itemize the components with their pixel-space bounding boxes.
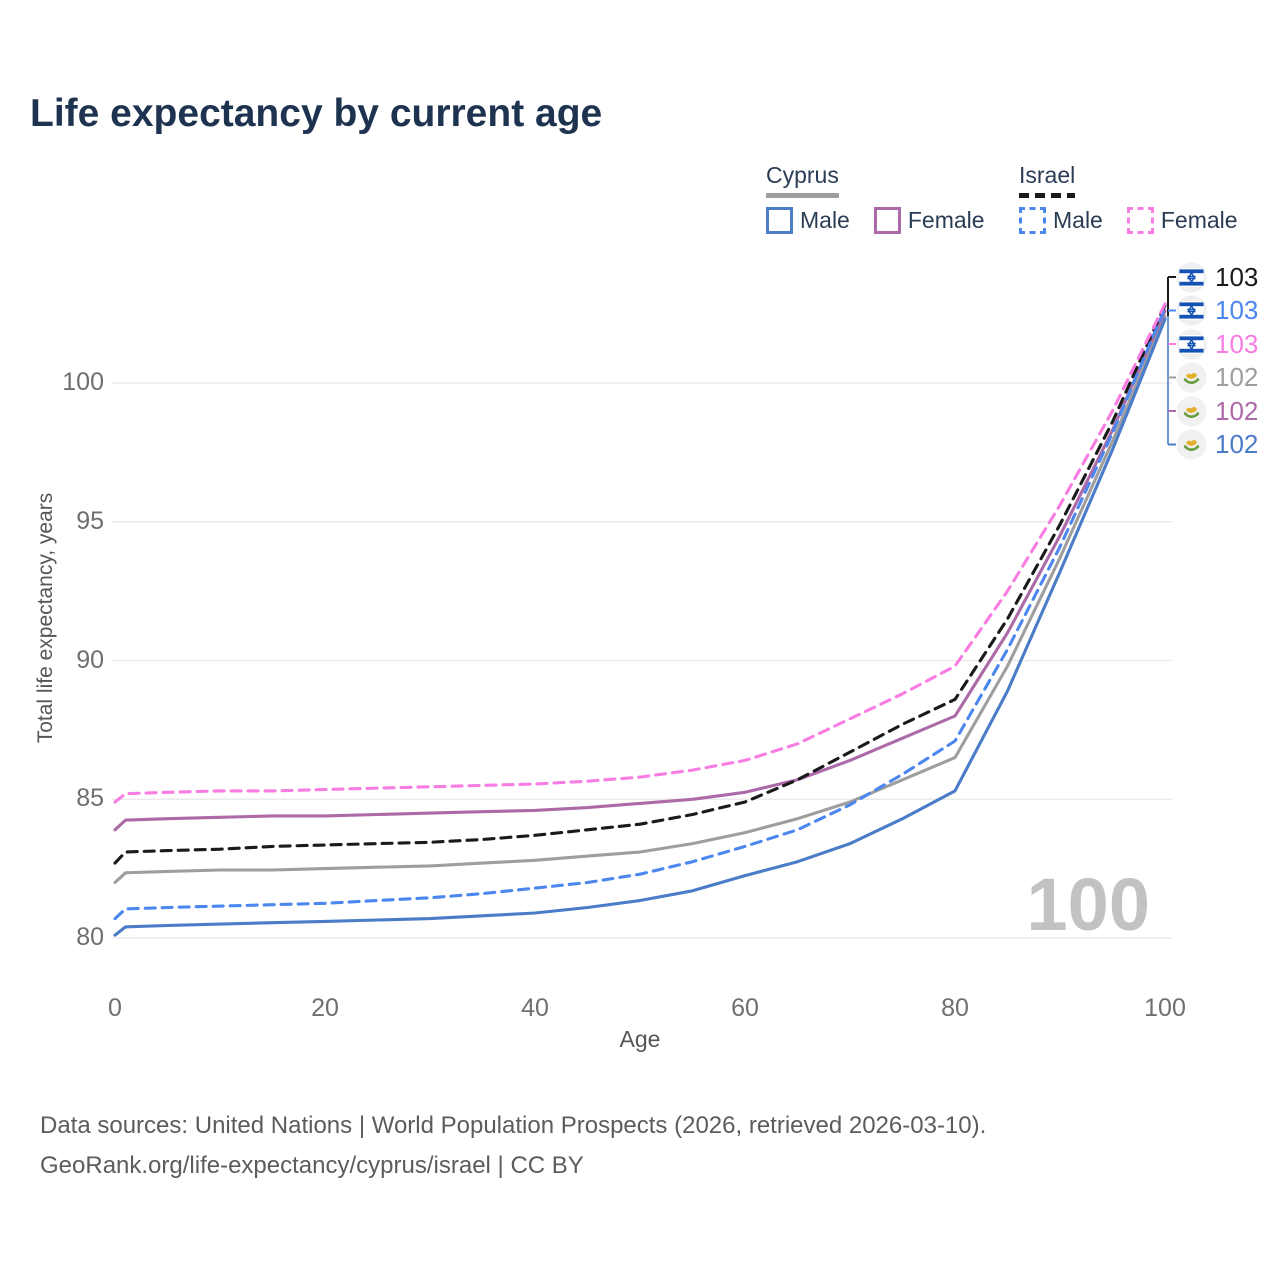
legend-group-israel: Israel Male Female bbox=[1019, 162, 1238, 234]
series-line-cyprus-male bbox=[113, 317, 1167, 937]
series-line-cyprus bbox=[113, 314, 1167, 885]
series-line-israel bbox=[113, 303, 1167, 865]
end-label-row: 103 bbox=[1176, 261, 1258, 293]
legend-item-israel-female: Female bbox=[1126, 207, 1238, 234]
end-label-row: 102 bbox=[1176, 429, 1258, 461]
series-line-israel-female bbox=[113, 302, 1167, 804]
end-label-value: 102 bbox=[1215, 395, 1259, 426]
legend-item-israel-male: Male bbox=[1019, 207, 1103, 234]
legend-underline-israel bbox=[1019, 193, 1076, 198]
israel-flag-icon bbox=[1176, 328, 1207, 360]
end-label-row: 102 bbox=[1176, 395, 1258, 427]
end-label-value: 102 bbox=[1215, 429, 1259, 459]
series-line-cyprus-female bbox=[113, 309, 1167, 832]
end-label-row: 103 bbox=[1176, 295, 1258, 327]
legend-item-label: Female bbox=[907, 207, 985, 233]
end-label-value: 103 bbox=[1215, 261, 1259, 292]
legend-header-label: Cyprus bbox=[766, 162, 839, 188]
legend-header-label: Israel bbox=[1019, 162, 1076, 188]
series-line-israel-male bbox=[113, 306, 1167, 921]
legend-header-israel: Israel bbox=[1019, 162, 1076, 198]
israel-flag-icon bbox=[1176, 261, 1207, 293]
end-label-row: 103 bbox=[1176, 328, 1258, 360]
legend-item-label: Male bbox=[800, 207, 850, 233]
legend-item-cyprus-female: Female bbox=[873, 207, 985, 234]
legend-item-cyprus-male: Male bbox=[766, 207, 850, 234]
legend-header-cyprus: Cyprus bbox=[766, 162, 839, 198]
israel-flag-icon bbox=[1176, 295, 1207, 326]
legend-item-label: Male bbox=[1053, 207, 1103, 233]
israel-female-swatch-icon bbox=[1126, 207, 1154, 234]
end-label-value: 103 bbox=[1215, 295, 1259, 325]
cyprus-female-swatch-icon bbox=[873, 207, 901, 234]
end-label-value: 103 bbox=[1215, 328, 1259, 359]
israel-male-swatch-icon bbox=[1019, 207, 1046, 234]
cyprus-male-swatch-icon bbox=[766, 207, 793, 234]
legend-group-cyprus: Cyprus Male Female bbox=[766, 162, 985, 234]
end-label-row: 102 bbox=[1176, 362, 1258, 394]
attribution-text: GeoRank.org/life-expectancy/cyprus/israe… bbox=[40, 1152, 584, 1180]
legend-underline-cyprus bbox=[766, 193, 839, 198]
cyprus-flag-icon bbox=[1176, 362, 1207, 393]
cyprus-flag-icon bbox=[1176, 395, 1207, 427]
legend-item-label: Female bbox=[1160, 207, 1238, 233]
chart-title: Life expectancy by current age bbox=[30, 92, 603, 135]
end-label-value: 102 bbox=[1215, 362, 1259, 392]
cyprus-flag-icon bbox=[1176, 429, 1207, 460]
footer: Data sources: United Nations | World Pop… bbox=[40, 1106, 986, 1187]
age-counter-watermark: 100 bbox=[1026, 863, 1150, 946]
data-source-text: Data sources: United Nations | World Pop… bbox=[40, 1112, 987, 1139]
